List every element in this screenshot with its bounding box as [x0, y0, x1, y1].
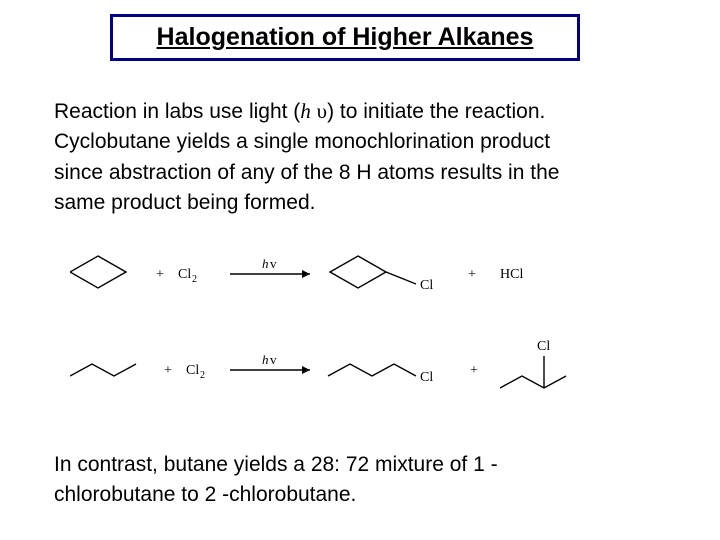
- body-text: Reaction in labs use light (h υ) to init…: [54, 96, 664, 219]
- rxn1-reagent: Cl 2: [178, 267, 197, 285]
- rxn2-reagent-cl: Cl: [186, 363, 199, 378]
- slide-title: Halogenation of Higher Alkanes: [157, 23, 534, 51]
- reaction-diagram: + Cl 2 h v Cl + HCl + Cl 2 h: [70, 248, 630, 428]
- rxn2-butane-reactant: [70, 364, 136, 376]
- closing-text: In contrast, butane yields a 28: 72 mixt…: [54, 450, 664, 511]
- rxn2-hv-h: h: [262, 352, 269, 367]
- rxn2-product-1chlorobutane: Cl: [328, 364, 433, 385]
- rxn2-hv-v: v: [270, 352, 277, 367]
- hv-nu-symbol: υ: [317, 99, 327, 123]
- rxn1-plus2: +: [468, 267, 476, 282]
- body-line-1a: Reaction in labs use light (: [54, 100, 300, 123]
- rxn1-reagent-sub: 2: [192, 274, 197, 285]
- rxn2-reagent-sub: 2: [200, 370, 205, 381]
- closing-line-2: chlorobutane to 2 -chlorobutane.: [54, 480, 664, 510]
- body-line-2: Cyclobutane yields a single monochlorina…: [54, 127, 664, 157]
- rxn1-reagent-cl: Cl: [178, 267, 191, 282]
- rxn2-plus1: +: [164, 363, 172, 378]
- rxn1-plus1: +: [156, 267, 164, 282]
- rxn2-plus2: +: [470, 363, 478, 378]
- body-line-4: same product being formed.: [54, 188, 664, 218]
- body-line-1b: ) to initiate the reaction.: [327, 100, 545, 123]
- hv-h-symbol: h: [300, 99, 311, 123]
- rxn1-arrow: h v: [230, 256, 310, 278]
- body-line-1: Reaction in labs use light (h υ) to init…: [54, 96, 664, 127]
- rxn2-arrow: h v: [230, 352, 310, 374]
- rxn1-prod-cl: Cl: [420, 278, 433, 293]
- rxn1-hv-v: v: [270, 256, 277, 271]
- rxn1-product-cyclobutane: Cl: [330, 256, 433, 293]
- rxn2-p1-cl: Cl: [420, 370, 433, 385]
- rxn2-product-2chlorobutane: Cl: [500, 339, 566, 388]
- slide: Halogenation of Higher Alkanes Reaction …: [0, 0, 720, 540]
- closing-line-1: In contrast, butane yields a 28: 72 mixt…: [54, 450, 664, 480]
- rxn1-hv-h: h: [262, 256, 269, 271]
- rxn2-reagent: Cl 2: [186, 363, 205, 381]
- body-line-3: since abstraction of any of the 8 H atom…: [54, 158, 664, 188]
- rxn1-hcl: HCl: [500, 267, 523, 282]
- title-box: Halogenation of Higher Alkanes: [110, 14, 580, 61]
- rxn1-cyclobutane-reactant: [70, 256, 126, 288]
- rxn2-p2-cl: Cl: [537, 339, 550, 354]
